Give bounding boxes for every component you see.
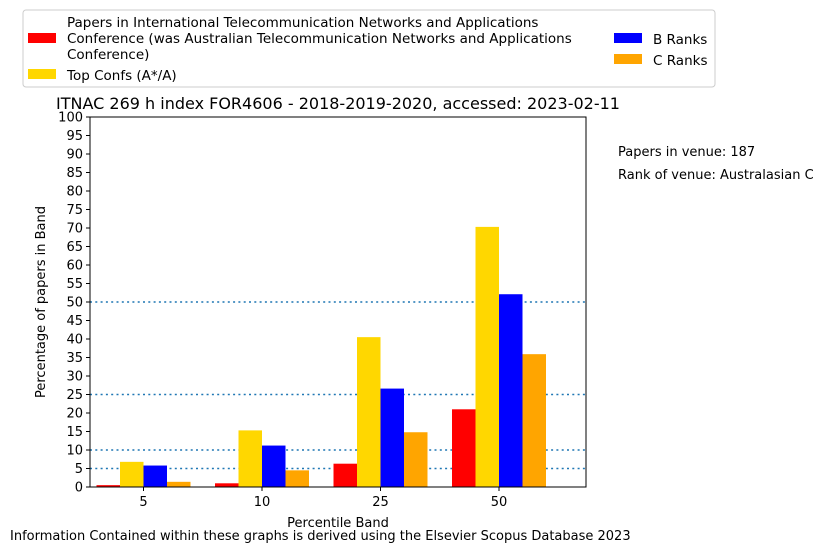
x-axis-label: Percentile Band [287,516,389,531]
x-tick-label: 5 [139,495,147,510]
bar-3-10 [262,445,286,487]
y-tick-label: 35 [66,351,83,366]
bar-2-5 [120,461,144,487]
y-axis: 0 5 10 15 20 25 30 35 40 45 50 55 60 65 70 75 80 85 90 95 10… [58,111,90,496]
y-tick-label: 90 [66,148,83,163]
legend-swatch-venue [28,33,56,43]
legend-label-venue-line-1: Papers in International Telecommunicatio… [67,15,538,31]
y-tick-label: 15 [66,425,83,440]
legend-swatch-top-confs [28,69,56,79]
legend-swatch-c-ranks [614,54,642,64]
y-tick-label: 50 [66,296,83,311]
bar-4-50 [522,354,546,487]
bar-2-25 [357,337,381,487]
legend-label-venue-line-3: Conference) [67,47,149,63]
y-tick-label: 60 [66,259,83,274]
bar-1-25 [333,463,357,487]
y-tick-label: 95 [66,129,83,144]
y-tick-label: 70 [66,222,83,237]
bar-2-50 [475,226,499,487]
x-axis: 5 10 25 50 [139,487,507,510]
y-tick-label: 25 [66,388,83,403]
y-tick-label: 40 [66,333,83,348]
bar-1-5 [96,485,120,487]
footer-source-note: Information Contained within these graph… [10,529,631,544]
y-tick-label: 75 [66,203,83,218]
bar-3-50 [499,294,523,487]
y-tick-label: 55 [66,277,83,292]
bar-3-25 [380,388,404,487]
y-tick-label: 30 [66,370,83,385]
legend-label-b-ranks: B Ranks [653,32,707,48]
annotation-rank-of-venue: Rank of venue: Australasian C [618,168,814,183]
y-tick-label: 65 [66,240,83,255]
bar-1-50 [452,409,476,487]
x-tick-label: 25 [372,495,389,510]
y-tick-label: 100 [58,111,83,126]
y-tick-label: 20 [66,407,83,422]
bar-4-10 [285,470,309,487]
x-tick-label: 10 [254,495,271,510]
x-tick-label: 50 [491,495,508,510]
bar-4-5 [167,481,191,487]
bar-3-5 [143,465,167,487]
y-tick-label: 0 [75,481,83,496]
y-tick-label: 10 [66,444,83,459]
bars [96,226,546,487]
chart-title: ITNAC 269 h index FOR4606 - 2018-2019-20… [56,94,620,113]
plot-frame [89,116,587,488]
legend-label-venue-line-2: Conference (was Australian Telecommunica… [67,31,572,47]
legend: Papers in International Telecommunicatio… [22,9,716,88]
y-tick-label: 85 [66,166,83,181]
annotation-papers-in-venue: Papers in venue: 187 [618,145,755,160]
y-axis-label: Percentage of papers in Band [34,206,49,398]
bar-1-10 [215,483,239,487]
legend-label-top-confs: Top Confs (A*/A) [66,68,177,84]
bar-4-25 [404,432,428,487]
y-tick-label: 80 [66,185,83,200]
legend-frame [22,9,716,88]
legend-label-c-ranks: C Ranks [653,53,707,69]
legend-swatch-b-ranks [614,33,642,43]
bar-2-10 [238,430,262,487]
y-tick-label: 5 [75,462,83,477]
y-tick-label: 45 [66,314,83,329]
